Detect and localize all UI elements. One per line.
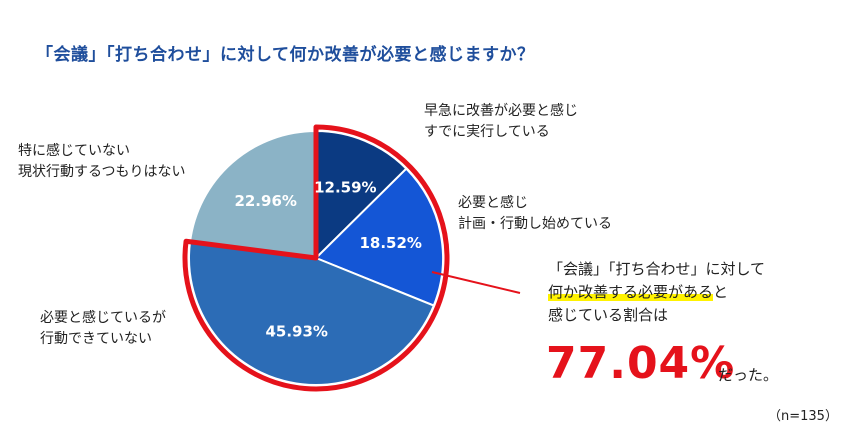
slice-label-no-need-line1: 特に感じていない <box>18 143 130 159</box>
slice-label-not-acting-line2: 行動できていない <box>40 331 152 347</box>
highlight-outline <box>182 124 450 392</box>
slice-label-planning-line2: 計画・行動し始めている <box>458 216 612 232</box>
slice-label-not-acting: 必要と感じているが 行動できていない <box>40 308 166 350</box>
callout-leader-line <box>431 271 521 294</box>
pie-slice-not-acting <box>188 240 436 386</box>
pie-slice-no-need <box>188 129 317 260</box>
callout-line1: 「会議」「打ち合わせ」に対して <box>548 260 766 278</box>
slice-label-urgent-line1: 早急に改善が必要と感じ <box>424 103 578 119</box>
callout-text: 「会議」「打ち合わせ」に対して 何か改善する必要があると 感じている割合は <box>548 258 765 327</box>
chart-title: 「会議」「打ち合わせ」に対して何か改善が必要と感じますか？ <box>36 45 535 65</box>
callout-suffix: だった。 <box>718 366 779 384</box>
pie-slice-urgent <box>315 129 408 261</box>
slice-label-urgent: 早急に改善が必要と感じ すでに実行している <box>424 101 578 143</box>
slice-label-no-need-line2: 現状行動するつもりはない <box>18 164 186 180</box>
slice-label-not-acting-line1: 必要と感じているが <box>40 310 166 326</box>
callout-big-value: 77.04% <box>546 338 736 389</box>
pie-slice-planning <box>314 167 444 307</box>
pie-value-label-urgent: 12.59% <box>314 179 376 197</box>
callout-line2: 何か改善する必要があると <box>548 281 765 304</box>
pie-value-label-planning: 18.52% <box>359 234 421 252</box>
slice-label-urgent-line2: すでに実行している <box>424 124 550 140</box>
callout-highlight: 何か改善する必要がある <box>548 283 714 301</box>
callout-line3: 感じている割合は <box>548 306 669 324</box>
pie-value-label-not-acting: 45.93% <box>265 323 327 341</box>
slice-label-no-need: 特に感じていない 現状行動するつもりはない <box>18 141 185 183</box>
sample-size-note: （n=135） <box>768 409 838 424</box>
callout-line2-rest: と <box>713 283 729 301</box>
slice-label-planning-line1: 必要と感じ <box>458 195 528 211</box>
pie-value-label-no-need: 22.96% <box>234 192 296 210</box>
slice-label-planning: 必要と感じ 計画・行動し始めている <box>458 193 612 235</box>
